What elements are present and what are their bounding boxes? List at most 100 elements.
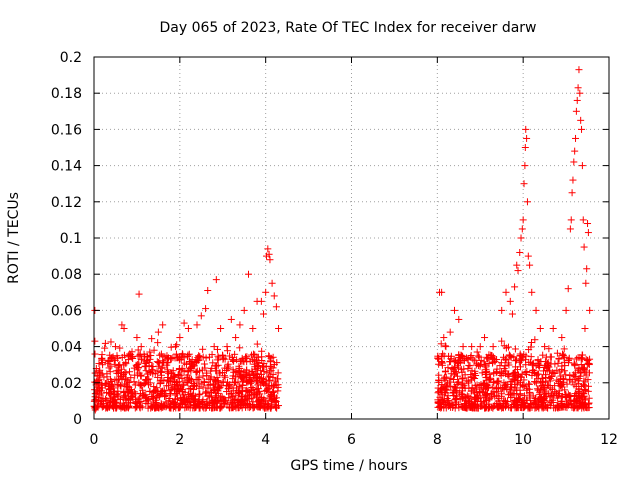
data-point — [548, 368, 556, 376]
data-point — [527, 358, 535, 366]
data-point — [553, 366, 561, 374]
data-point — [574, 84, 582, 92]
data-point — [475, 353, 483, 361]
data-point — [240, 306, 248, 314]
data-point — [234, 389, 242, 397]
data-point — [525, 403, 533, 411]
data-point — [134, 352, 142, 360]
data-points — [90, 66, 594, 414]
data-point — [204, 392, 212, 400]
data-point — [210, 384, 218, 392]
data-point — [196, 390, 204, 398]
data-point — [199, 383, 207, 391]
data-point — [550, 369, 558, 377]
data-point — [567, 216, 575, 224]
data-point — [98, 356, 106, 364]
data-point — [569, 176, 577, 184]
data-point — [242, 354, 250, 362]
data-point — [444, 392, 452, 400]
y-tick-label: 0 — [73, 412, 82, 428]
data-point — [229, 384, 237, 392]
data-point — [453, 387, 461, 395]
data-point — [437, 384, 445, 392]
data-point — [264, 388, 272, 396]
data-point — [527, 343, 535, 351]
data-point — [502, 380, 510, 388]
data-point — [199, 345, 207, 353]
data-point — [516, 403, 524, 411]
data-point — [202, 305, 210, 313]
data-point — [267, 358, 275, 366]
data-point — [125, 368, 133, 376]
data-point — [133, 400, 141, 408]
data-point — [249, 356, 257, 364]
data-point — [157, 350, 165, 358]
data-point — [127, 351, 135, 359]
data-point — [156, 351, 164, 359]
data-point — [570, 381, 578, 389]
data-point — [95, 360, 103, 368]
data-point — [118, 353, 126, 361]
data-point — [547, 393, 555, 401]
y-tick-label: 0.06 — [51, 303, 82, 319]
data-point — [560, 345, 568, 353]
data-point — [126, 386, 134, 394]
data-point — [250, 357, 258, 365]
data-point — [125, 395, 133, 403]
data-point — [229, 375, 237, 383]
data-point — [156, 367, 164, 375]
data-point — [525, 380, 533, 388]
data-point — [106, 368, 114, 376]
data-point — [474, 352, 482, 360]
x-tick-label: 4 — [261, 432, 270, 448]
data-point — [199, 372, 207, 380]
data-point — [567, 399, 575, 407]
data-point — [96, 366, 104, 374]
data-point — [137, 398, 145, 406]
data-point — [249, 325, 257, 332]
data-point — [154, 328, 162, 336]
data-point — [443, 386, 451, 394]
data-point — [567, 396, 575, 404]
data-point — [158, 363, 166, 371]
data-point — [494, 388, 502, 396]
data-point — [519, 216, 527, 224]
y-tick-label: 0.1 — [60, 231, 82, 247]
data-point — [468, 367, 476, 375]
data-point — [156, 380, 164, 388]
data-point — [572, 107, 580, 115]
data-point — [456, 353, 464, 361]
data-point — [577, 382, 585, 390]
data-point — [254, 385, 262, 393]
data-point — [207, 375, 215, 383]
data-point — [195, 380, 203, 388]
data-point — [107, 354, 115, 362]
data-point — [459, 343, 467, 351]
data-point — [143, 353, 151, 361]
data-point — [182, 360, 190, 368]
data-point — [266, 404, 274, 412]
data-point — [211, 385, 219, 393]
data-point — [146, 388, 154, 396]
data-point — [577, 368, 585, 376]
data-point — [497, 359, 505, 367]
data-point — [445, 397, 453, 405]
data-point — [486, 403, 494, 411]
data-point — [568, 189, 576, 197]
data-point — [98, 397, 106, 405]
data-point — [150, 398, 158, 406]
data-point — [523, 370, 531, 378]
data-point — [440, 334, 448, 342]
data-point — [146, 379, 154, 387]
data-point — [140, 391, 148, 399]
data-point — [198, 398, 206, 406]
data-point — [511, 283, 519, 291]
data-point — [536, 325, 544, 332]
data-point — [493, 402, 501, 410]
data-point — [193, 321, 201, 329]
data-point — [471, 382, 479, 390]
data-point — [563, 394, 571, 402]
data-point — [171, 372, 179, 380]
data-point — [489, 343, 497, 351]
data-point — [255, 397, 263, 405]
